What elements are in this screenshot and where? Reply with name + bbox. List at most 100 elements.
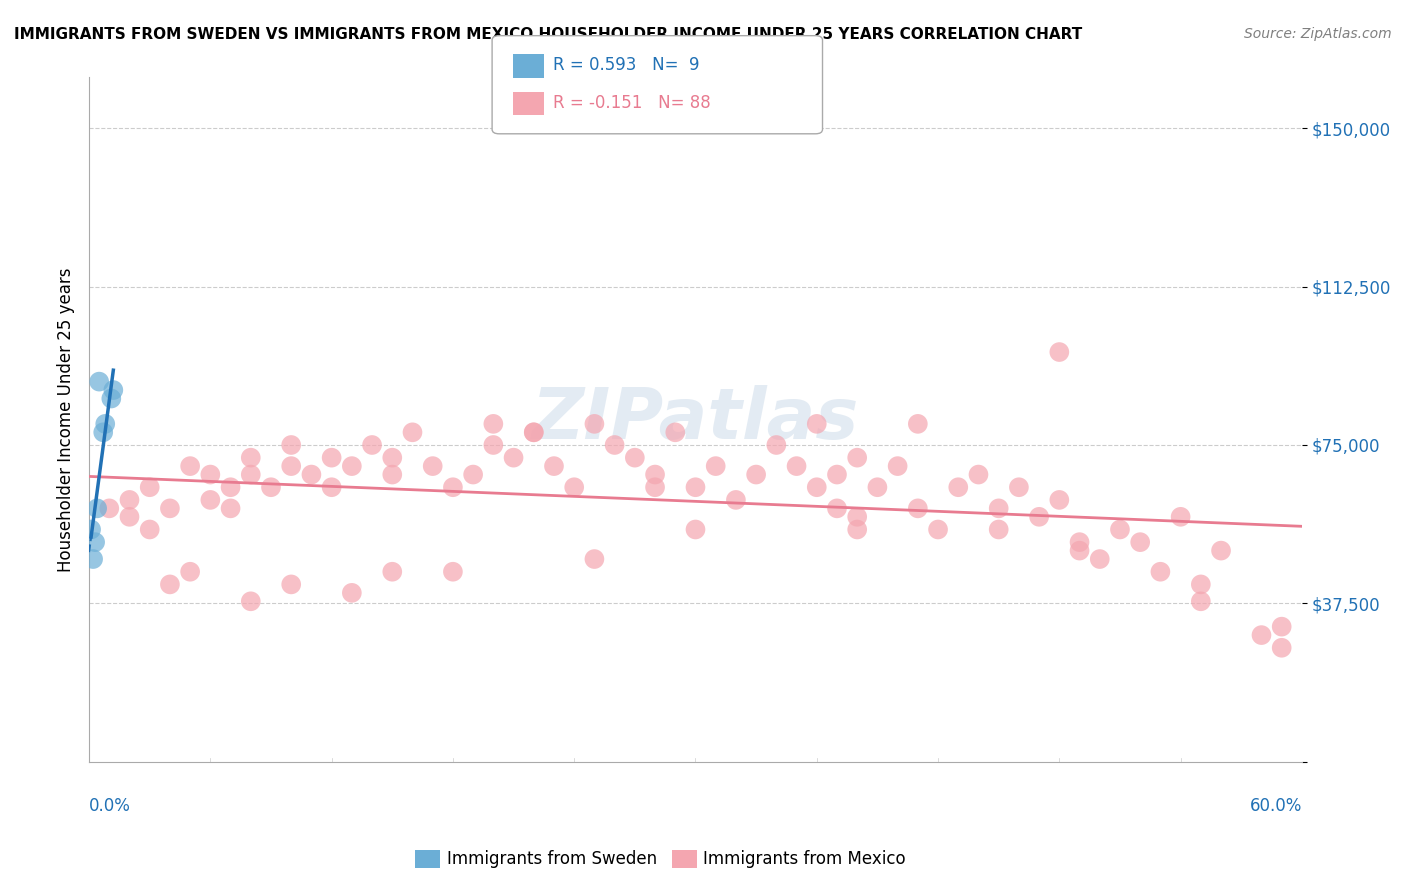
Point — [765, 438, 787, 452]
Point — [987, 523, 1010, 537]
Point — [138, 480, 160, 494]
Point — [94, 417, 117, 431]
Point — [1250, 628, 1272, 642]
Point — [89, 375, 111, 389]
Point — [280, 459, 302, 474]
Point — [624, 450, 647, 465]
Point — [583, 552, 606, 566]
Point — [987, 501, 1010, 516]
Point — [644, 480, 666, 494]
Point — [82, 552, 104, 566]
Point — [118, 509, 141, 524]
Point — [219, 480, 242, 494]
Point — [463, 467, 485, 482]
Point — [482, 417, 505, 431]
Point — [381, 565, 404, 579]
Point — [422, 459, 444, 474]
Y-axis label: Householder Income Under 25 years: Householder Income Under 25 years — [58, 268, 75, 572]
Text: 0.0%: 0.0% — [89, 797, 131, 814]
Text: R = 0.593   N=  9: R = 0.593 N= 9 — [553, 56, 699, 74]
Point — [340, 459, 363, 474]
Point — [724, 492, 747, 507]
Point — [91, 425, 114, 440]
Point — [381, 467, 404, 482]
Point — [200, 492, 222, 507]
Point — [1069, 543, 1091, 558]
Point — [825, 501, 848, 516]
Text: R = -0.151   N= 88: R = -0.151 N= 88 — [553, 94, 710, 112]
Point — [200, 467, 222, 482]
Point — [745, 467, 768, 482]
Point — [603, 438, 626, 452]
Point — [260, 480, 283, 494]
Point — [321, 450, 343, 465]
Point — [1271, 640, 1294, 655]
Point — [280, 577, 302, 591]
Point — [159, 501, 181, 516]
Point — [361, 438, 384, 452]
Text: Immigrants from Mexico: Immigrants from Mexico — [703, 850, 905, 868]
Point — [1129, 535, 1152, 549]
Point — [967, 467, 990, 482]
Point — [846, 523, 869, 537]
Point — [179, 565, 201, 579]
Point — [441, 480, 464, 494]
Point — [825, 467, 848, 482]
Point — [239, 450, 262, 465]
Text: 60.0%: 60.0% — [1250, 797, 1302, 814]
Point — [1149, 565, 1171, 579]
Point — [381, 450, 404, 465]
Point — [239, 467, 262, 482]
Point — [886, 459, 908, 474]
Point — [583, 417, 606, 431]
Text: Source: ZipAtlas.com: Source: ZipAtlas.com — [1244, 27, 1392, 41]
Point — [1028, 509, 1050, 524]
Point — [562, 480, 585, 494]
Point — [846, 509, 869, 524]
Point — [239, 594, 262, 608]
Point — [100, 392, 122, 406]
Point — [704, 459, 727, 474]
Point — [219, 501, 242, 516]
Point — [86, 501, 108, 516]
Point — [685, 480, 707, 494]
Point — [1189, 594, 1212, 608]
Point — [179, 459, 201, 474]
Point — [340, 586, 363, 600]
Point — [138, 523, 160, 537]
Point — [907, 501, 929, 516]
Point — [786, 459, 808, 474]
Point — [482, 438, 505, 452]
Point — [948, 480, 970, 494]
Point — [1170, 509, 1192, 524]
Point — [1209, 543, 1232, 558]
Point — [907, 417, 929, 431]
Point — [84, 535, 107, 549]
Point — [1088, 552, 1111, 566]
Point — [98, 501, 121, 516]
Text: ZIPatlas: ZIPatlas — [531, 385, 859, 454]
Point — [502, 450, 524, 465]
Point — [685, 523, 707, 537]
Point — [806, 417, 828, 431]
Point — [401, 425, 423, 440]
Point — [806, 480, 828, 494]
Point — [523, 425, 546, 440]
Point — [1271, 620, 1294, 634]
Point — [118, 492, 141, 507]
Point — [80, 523, 103, 537]
Point — [866, 480, 889, 494]
Point — [543, 459, 565, 474]
Text: IMMIGRANTS FROM SWEDEN VS IMMIGRANTS FROM MEXICO HOUSEHOLDER INCOME UNDER 25 YEA: IMMIGRANTS FROM SWEDEN VS IMMIGRANTS FRO… — [14, 27, 1083, 42]
Point — [441, 565, 464, 579]
Point — [1047, 345, 1070, 359]
Point — [927, 523, 949, 537]
Point — [1008, 480, 1031, 494]
Point — [280, 438, 302, 452]
Point — [1047, 492, 1070, 507]
Point — [1069, 535, 1091, 549]
Point — [103, 383, 125, 397]
Point — [1189, 577, 1212, 591]
Point — [1109, 523, 1132, 537]
Point — [299, 467, 322, 482]
